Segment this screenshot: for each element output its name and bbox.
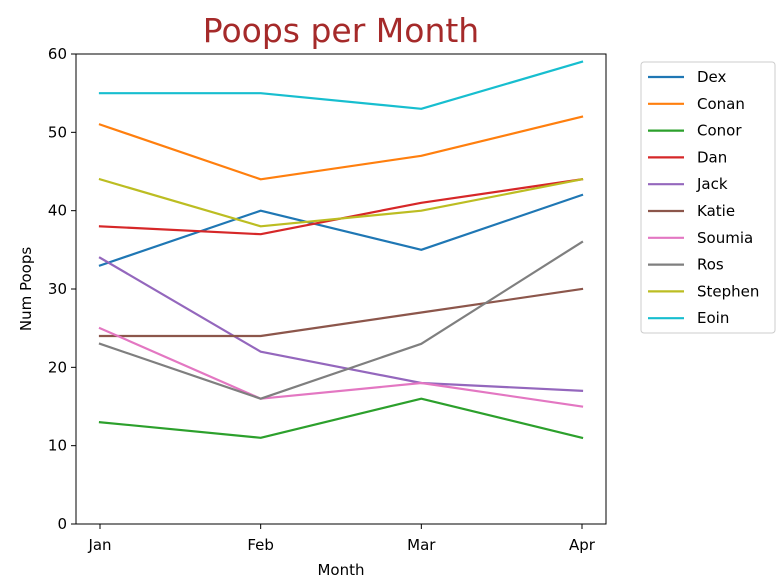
legend-entry-jack: Jack [696,175,728,193]
series-line-eoin [98,60,584,110]
series-line-conan [98,115,584,181]
y-tick-label: 40 [48,202,67,220]
series-line-soumia [98,326,584,408]
y-tick-label: 10 [48,437,67,455]
legend-entry-dex: Dex [697,68,727,86]
legend-entry-soumia: Soumia [697,229,753,247]
x-tick-label: Mar [407,536,436,554]
y-tick-label: 60 [48,45,67,63]
series-line-stephen [98,177,584,228]
x-tick-label: Apr [569,536,596,554]
y-tick-label: 50 [48,123,67,141]
x-tick-label: Jan [87,536,111,554]
y-tick-label: 20 [48,358,67,376]
series-line-ros [98,240,584,400]
series-line-jack [98,256,584,392]
legend-entry-stephen: Stephen [697,282,759,300]
legend-entry-eoin: Eoin [697,309,729,327]
legend: Dex Conan Conor Dan Jack Katie Soumia Ros Stephe… [640,61,776,334]
y-tick-label: 30 [48,280,67,298]
legend-entry-katie: Katie [697,202,735,220]
x-axis: Jan Feb Mar Apr [87,524,596,554]
y-axis: 0 10 20 30 40 50 60 [48,45,76,533]
legend-entry-dan: Dan [697,148,727,166]
x-tick-label: Feb [247,536,274,554]
legend-entry-conan: Conan [697,95,745,113]
plot-lines [98,60,584,440]
legend-entry-conor: Conor [697,122,742,140]
series-line-dex [98,193,584,267]
series-line-dan [98,178,584,236]
legend-entry-ros: Ros [697,256,724,274]
y-axis-label: Num Poops [17,247,35,331]
series-line-katie [98,287,584,338]
x-axis-label: Month [317,561,364,579]
y-tick-label: 0 [57,515,67,533]
chart-title: Poops per Month [203,11,479,50]
series-line-conor [98,397,584,440]
